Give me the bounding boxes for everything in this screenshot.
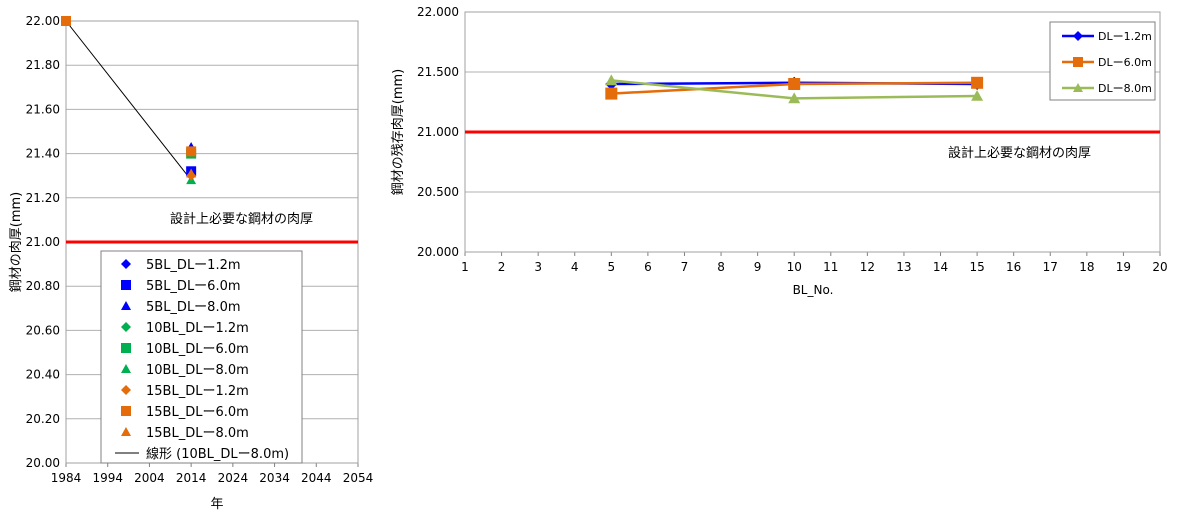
right-x-tick-label: 12 [860,260,875,274]
left-legend-label: 5BL_DLー6.0m [146,279,241,294]
left-y-tick-label: 20.40 [26,368,60,382]
left-y-tick-label: 22.00 [26,14,60,28]
right-x-tick-label: 4 [571,260,579,274]
left-x-tick-label: 2044 [301,471,332,485]
left-x-tick-label: 2054 [343,471,374,485]
left-legend: 5BL_DLー1.2m 5BL_DLー6.0m 5BL_DLー8.0m 10BL_DL… [101,251,302,463]
left-x-axis-label: 年 [210,497,223,512]
left-y-tick-label: 21.40 [26,147,60,161]
right-point-square [971,77,983,89]
right-x-axis-label: BL_No. [793,283,834,297]
left-y-tick-label: 20.20 [26,412,60,426]
left-legend-label: 5BL_DLー8.0m [146,300,241,315]
left-legend-label: 10BL_DLー6.0m [146,342,249,357]
right-y-tick-label: 22.000 [417,5,459,19]
right-x-tick-label: 14 [933,260,948,274]
left-y-tick-label: 21.20 [26,191,60,205]
left-x-tick-label: 1984 [51,471,82,485]
left-x-tick-label: 2014 [176,471,207,485]
left-legend-label: 15BL_DLー8.0m [146,426,249,441]
left-x-tick-label: 1994 [92,471,123,485]
right-x-tick-label: 6 [644,260,652,274]
right-y-tick-label: 21.500 [417,65,459,79]
right-x-tick-label: 8 [717,260,725,274]
left-y-tick-labels: 20.00 20.20 20.40 20.60 20.80 21.00 21.20 21.40… [26,14,60,470]
right-point-square [788,78,800,90]
right-y-axis-label: 鋼材の残存肉厚(mm) [391,69,406,195]
right-x-tick-label: 18 [1079,260,1094,274]
thickness-by-year-chart: 20.00 20.20 20.40 20.60 20.80 21.00 21.20 21.40… [9,14,373,512]
left-legend-label: 10BL_DLー1.2m [146,321,249,336]
left-legend-marker [121,343,131,353]
right-x-tick-label: 9 [754,260,762,274]
right-x-tick-label: 11 [823,260,838,274]
left-legend-label: 5BL_DLー1.2m [146,258,241,273]
right-x-tick-label: 7 [681,260,689,274]
left-point-square [186,146,196,156]
left-x-tick-labels: 1984 1994 2004 2014 2024 2034 2044 2054 [51,471,374,485]
left-y-axis-label: 鋼材の肉厚(mm) [9,192,24,292]
right-x-tick-label: 3 [534,260,542,274]
right-x-tick-label: 10 [787,260,802,274]
left-required-thickness-label: 設計上必要な鋼材の肉厚 [170,211,313,227]
left-y-tick-label: 21.80 [26,58,60,72]
right-data-points [605,74,983,103]
right-x-tick-label: 19 [1116,260,1131,274]
left-y-tick-label: 20.80 [26,279,60,293]
left-x-tick-label: 2034 [259,471,290,485]
right-y-tick-label: 21.000 [417,125,459,139]
left-y-tick-label: 21.00 [26,235,60,249]
right-x-tick-label: 5 [607,260,615,274]
left-legend-label: 15BL_DLー1.2m [146,384,249,399]
right-y-tick-label: 20.000 [417,245,459,259]
right-legend-marker [1073,57,1083,67]
left-legend-label: 10BL_DLー8.0m [146,363,249,378]
right-legend-label: DLー6.0m [1098,56,1152,69]
right-x-tick-label: 13 [896,260,911,274]
left-x-tick-label: 2024 [218,471,249,485]
right-x-tick-label: 20 [1152,260,1167,274]
left-legend-marker [121,280,131,290]
right-y-tick-labels: 20.000 20.500 21.000 21.500 22.000 [417,5,459,259]
left-trendline [66,21,191,180]
right-x-tick-labels: 1 2 3 4 5 6 7 8 9 10 11 12 13 14 15 16 17 18 19 20 [461,260,1167,274]
right-legend: DLー1.2m DLー6.0m DLー8.0m [1050,22,1155,100]
right-required-thickness-label: 設計上必要な鋼材の肉厚 [948,145,1091,161]
left-y-tick-label: 20.60 [26,323,60,337]
right-legend-label: DLー8.0m [1098,82,1152,95]
left-legend-label: 15BL_DLー6.0m [146,405,249,420]
right-x-tick-label: 15 [969,260,984,274]
left-y-tick-label: 20.00 [26,456,60,470]
right-x-tick-label: 2 [498,260,506,274]
left-legend-marker [121,406,131,416]
right-x-tick-label: 16 [1006,260,1021,274]
right-point-square [605,88,617,100]
left-x-tick-label: 2004 [134,471,165,485]
right-y-tick-label: 20.500 [417,185,459,199]
right-x-tick-label: 1 [461,260,469,274]
left-legend-trend-label: 線形 (10BL_DLー8.0m) [146,446,289,462]
right-legend-label: DLー1.2m [1098,30,1152,43]
right-x-tick-label: 17 [1043,260,1058,274]
left-y-tick-label: 21.60 [26,102,60,116]
